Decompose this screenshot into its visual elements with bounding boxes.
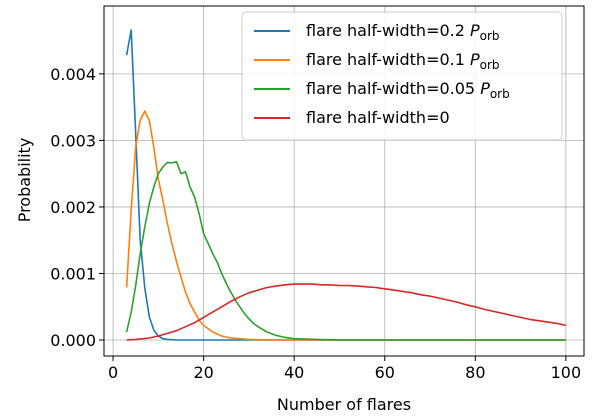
x-axis-ticks: 0 20 40 60 80 100: [108, 356, 581, 382]
x-tick-label: 0: [108, 363, 118, 382]
legend: flare half-width=0.2 Porb flare half-widt…: [241, 11, 563, 141]
y-tick-label: 0.003: [50, 131, 96, 150]
y-tick-label: 0.004: [50, 65, 96, 84]
series-line-3: [126, 283, 567, 341]
x-axis-label: Number of flares: [277, 395, 411, 414]
y-tick-label: 0.001: [50, 264, 96, 283]
x-tick-label: 40: [284, 363, 304, 382]
series-group: [125, 29, 567, 341]
y-axis-label: Probability: [15, 138, 34, 223]
y-tick-label: 0.002: [50, 198, 96, 217]
y-axis-ticks: 0.000 0.001 0.002 0.003 0.004: [50, 65, 104, 350]
series-line-2: [125, 160, 566, 341]
x-tick-label: 80: [465, 363, 485, 382]
legend-box: [241, 11, 563, 141]
plot-frame: [103, 5, 585, 357]
x-tick-label: 100: [551, 363, 582, 382]
x-tick-label: 20: [193, 363, 213, 382]
legend-label-1: flare half-width=0.1 Porb: [306, 50, 500, 72]
legend-label-2: flare half-width=0.05 Porb: [306, 79, 510, 101]
legend-label-3: flare half-width=0: [306, 108, 450, 127]
legend-label-0: flare half-width=0.2 Porb: [306, 21, 500, 43]
x-tick-label: 60: [375, 363, 395, 382]
y-tick-label: 0.000: [50, 331, 96, 350]
